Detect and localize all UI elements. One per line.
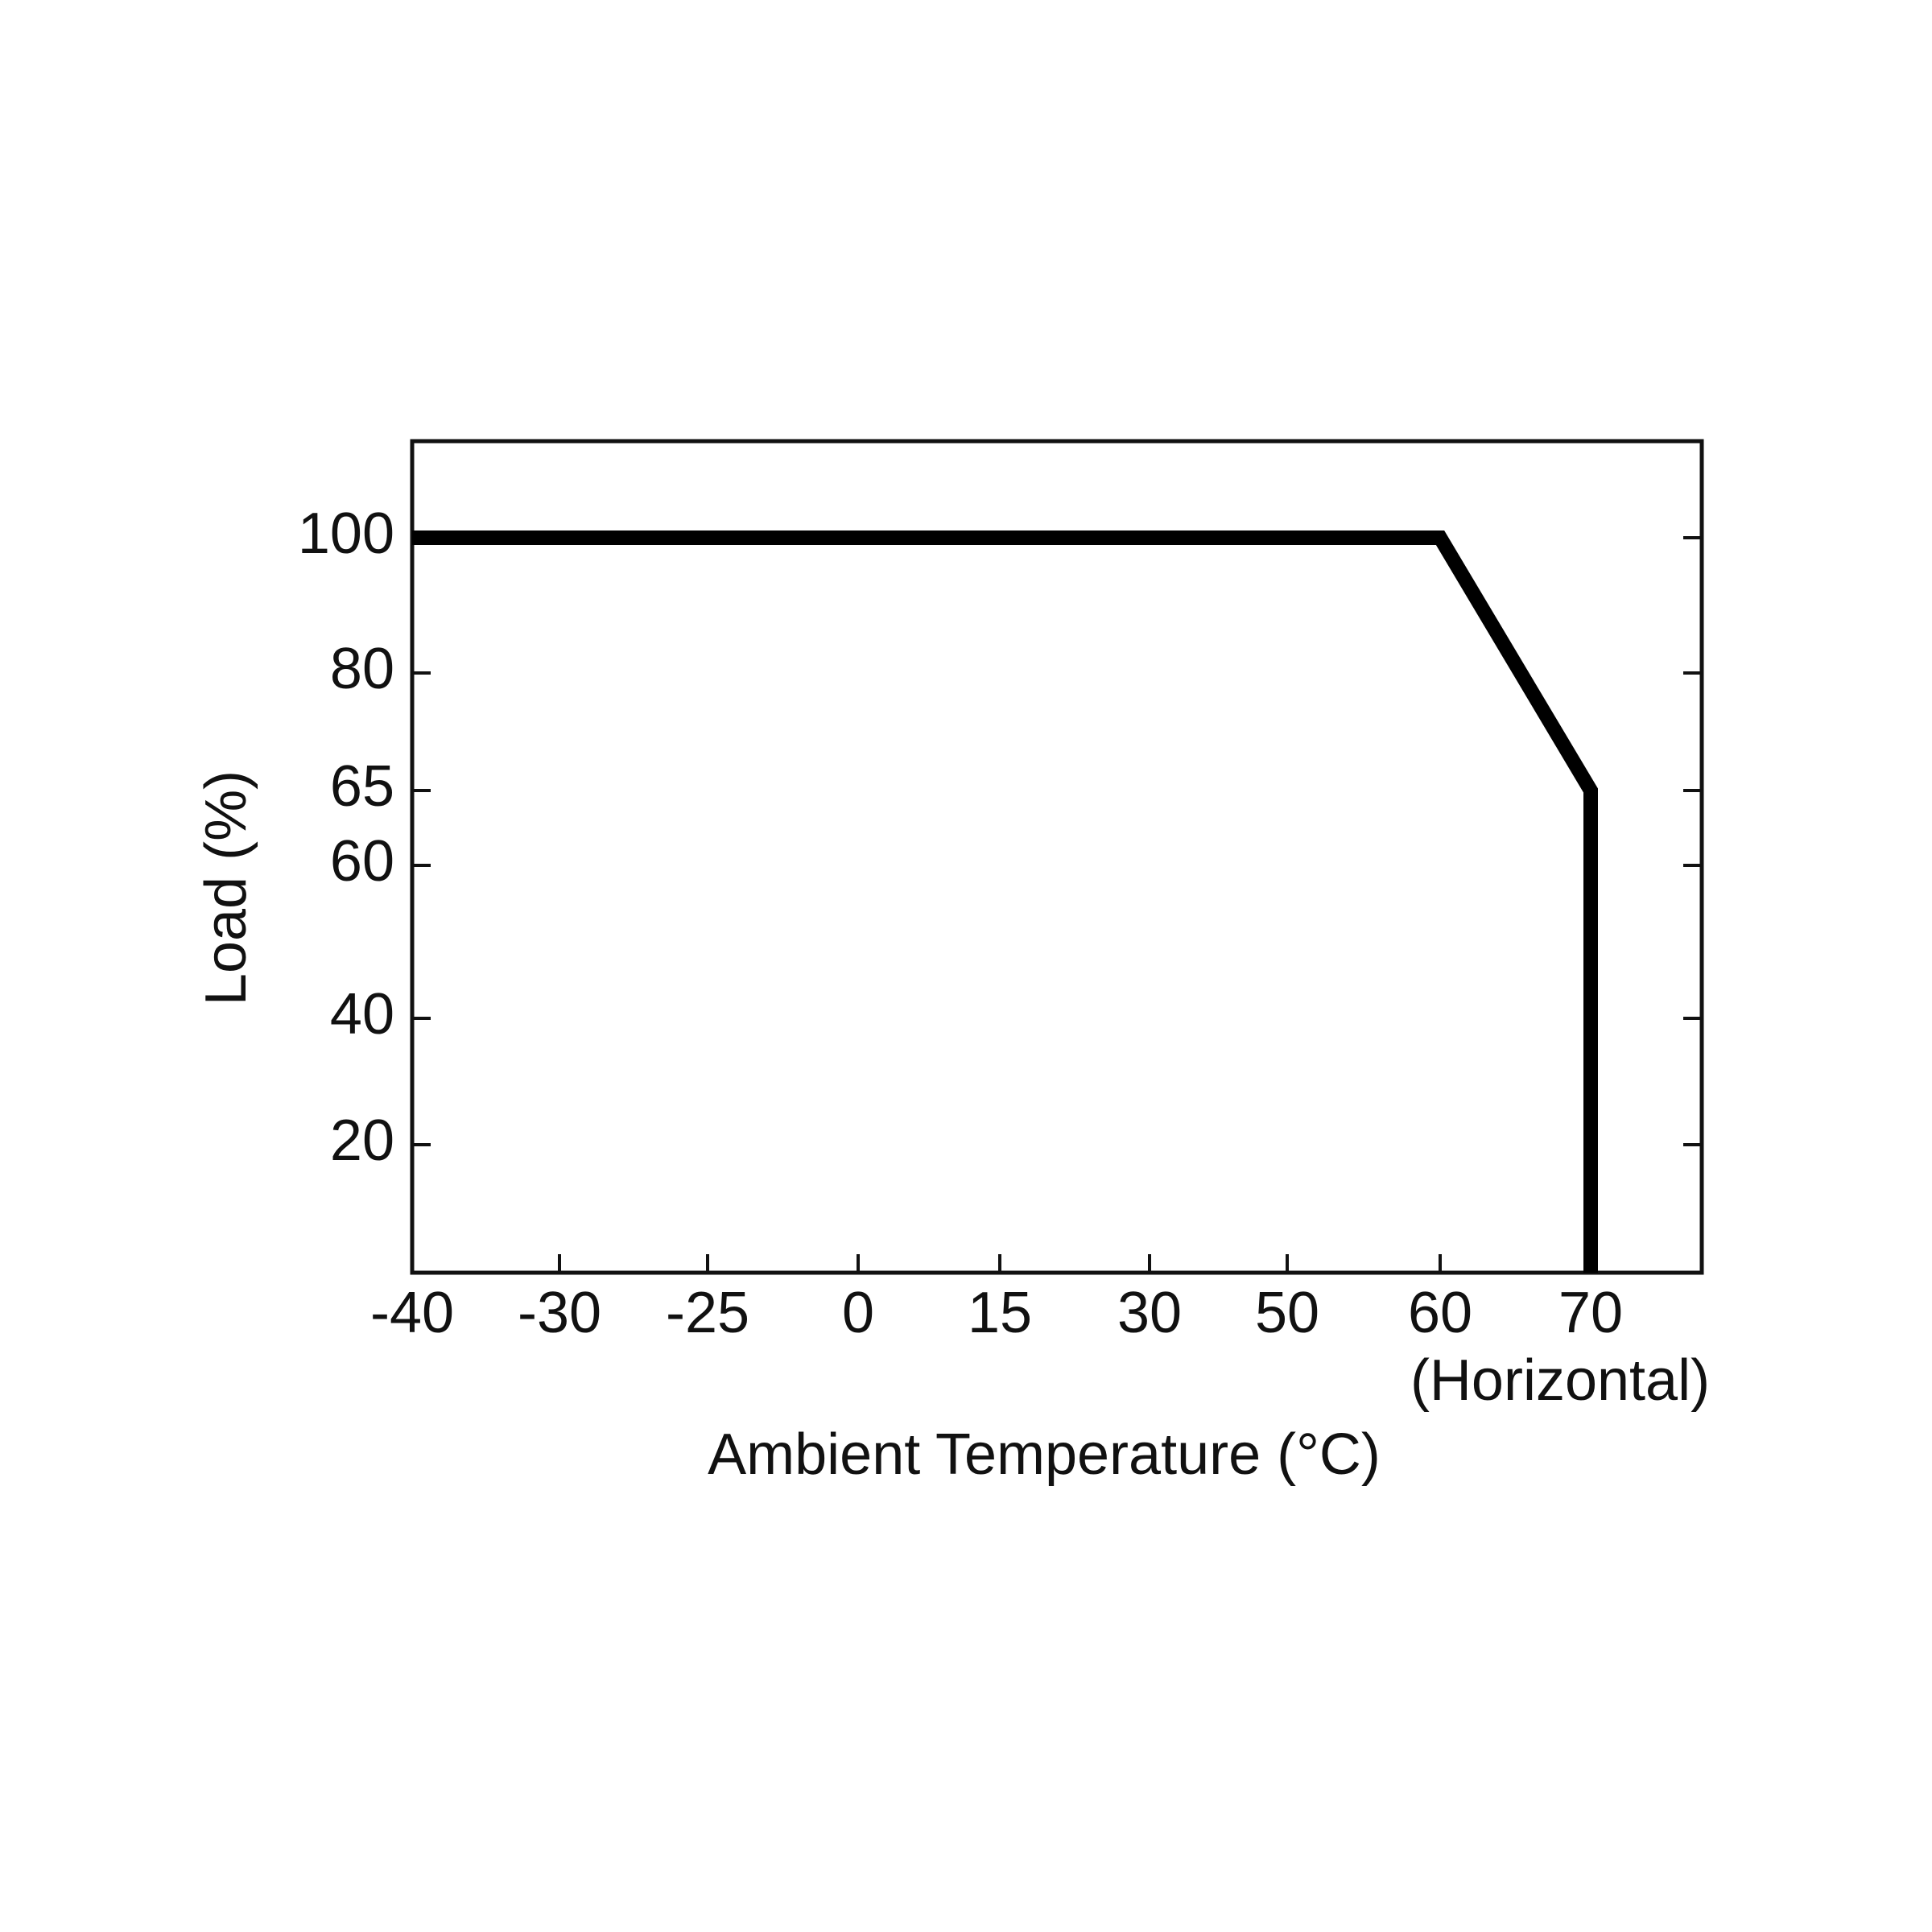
x-axis-title: Ambient Temperature (°C) — [708, 1422, 1381, 1487]
y-tick-label: 65 — [330, 754, 394, 819]
x-tick-label: -40 — [370, 1281, 454, 1345]
y-axis-title: Load (%) — [194, 770, 258, 1005]
y-tick-label: 40 — [330, 982, 394, 1046]
x-tick-label: 15 — [968, 1281, 1032, 1345]
y-tick-label: 20 — [330, 1108, 394, 1173]
y-tick-label: 60 — [330, 829, 394, 894]
plot-frame — [410, 439, 1704, 1275]
x-tick-label: 70 — [1558, 1281, 1623, 1345]
x-tick-label: 50 — [1255, 1281, 1319, 1345]
x-tick-label: 60 — [1408, 1281, 1472, 1345]
load-curve — [412, 530, 1598, 1273]
y-tick-label: 100 — [298, 502, 394, 566]
x-tick-label: 30 — [1117, 1281, 1182, 1345]
annotation: (Horizontal) — [1410, 1348, 1710, 1413]
x-tick-label: -25 — [666, 1281, 749, 1345]
y-tick-label: 80 — [330, 637, 394, 701]
x-tick-label: 0 — [842, 1281, 874, 1345]
x-tick-label: -30 — [518, 1281, 601, 1345]
